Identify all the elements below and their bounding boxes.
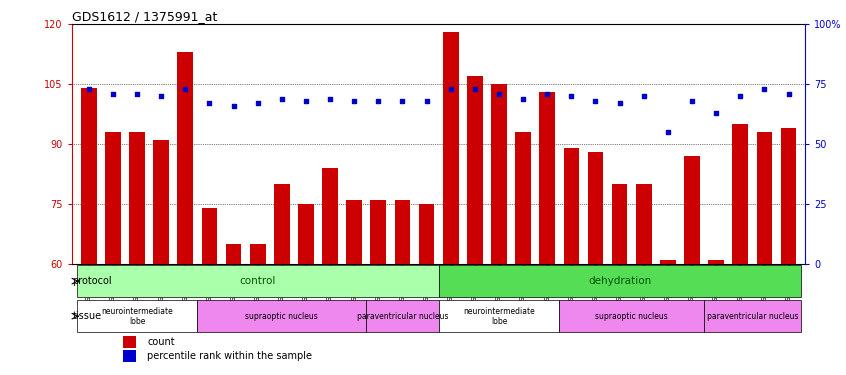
Point (179, 86, 192, 92)
Bar (250, 244, 266, 264)
Point (444, 86, 458, 92)
Bar (756, 132, 772, 264)
Point (661, 129, 674, 135)
Bar (124, 336, 136, 348)
Bar (105, 132, 121, 264)
Bar (201, 208, 217, 264)
Point (155, 93, 168, 99)
Point (299, 98, 313, 104)
Text: percentile rank within the sample: percentile rank within the sample (147, 351, 312, 361)
Text: GDS1612 / 1375991_at: GDS1612 / 1375991_at (72, 10, 217, 23)
Bar (559, 300, 704, 332)
Bar (781, 128, 796, 264)
Bar (274, 184, 289, 264)
Text: neurointermediate
lobe: neurointermediate lobe (102, 307, 173, 326)
Bar (197, 300, 366, 332)
Point (637, 93, 651, 99)
Point (685, 98, 699, 104)
Point (541, 91, 554, 97)
Bar (636, 184, 651, 264)
Bar (366, 300, 438, 332)
Point (82, 86, 96, 92)
Point (348, 98, 361, 104)
Bar (442, 32, 459, 264)
Point (323, 96, 337, 102)
Bar (660, 260, 676, 264)
Bar (708, 260, 724, 264)
Bar (153, 140, 169, 264)
Bar (492, 84, 507, 264)
Bar (81, 88, 96, 264)
Bar (563, 148, 580, 264)
Point (782, 91, 795, 97)
Point (492, 91, 506, 97)
Text: dehydration: dehydration (588, 276, 651, 286)
Point (130, 91, 144, 97)
Bar (733, 124, 748, 264)
Point (564, 93, 578, 99)
Bar (371, 200, 386, 264)
Bar (704, 300, 800, 332)
Bar (467, 76, 483, 264)
Bar (226, 244, 241, 264)
Bar (298, 204, 314, 264)
Point (251, 100, 265, 106)
Point (227, 103, 240, 109)
Point (516, 96, 530, 102)
Bar (438, 266, 800, 297)
Bar (129, 132, 145, 264)
Point (758, 86, 772, 92)
Point (371, 98, 385, 104)
Point (203, 100, 217, 106)
Point (275, 96, 288, 102)
Text: supraoptic nucleus: supraoptic nucleus (596, 312, 668, 321)
Point (733, 93, 747, 99)
Bar (346, 200, 362, 264)
Text: supraoptic nucleus: supraoptic nucleus (245, 312, 318, 321)
Bar (419, 204, 435, 264)
Text: tissue: tissue (73, 311, 102, 321)
Point (106, 91, 119, 97)
Bar (322, 168, 338, 264)
Bar (438, 300, 559, 332)
Bar (540, 92, 555, 264)
Text: protocol: protocol (73, 276, 112, 286)
Point (589, 98, 602, 104)
Point (613, 100, 626, 106)
Bar (178, 52, 193, 264)
Text: paraventricular nucleus: paraventricular nucleus (706, 312, 798, 321)
Bar (684, 156, 700, 264)
Point (709, 110, 722, 116)
Bar (394, 200, 410, 264)
Bar (588, 152, 603, 264)
Point (420, 98, 433, 104)
Bar (77, 266, 438, 297)
Point (396, 98, 409, 104)
Text: paraventricular nucleus: paraventricular nucleus (357, 312, 448, 321)
Point (468, 86, 481, 92)
Text: control: control (239, 276, 276, 286)
Text: neurointermediate
lobe: neurointermediate lobe (463, 307, 535, 326)
Bar (612, 184, 628, 264)
Bar (124, 350, 136, 362)
Bar (515, 132, 531, 264)
Text: count: count (147, 337, 175, 347)
Bar (77, 300, 197, 332)
